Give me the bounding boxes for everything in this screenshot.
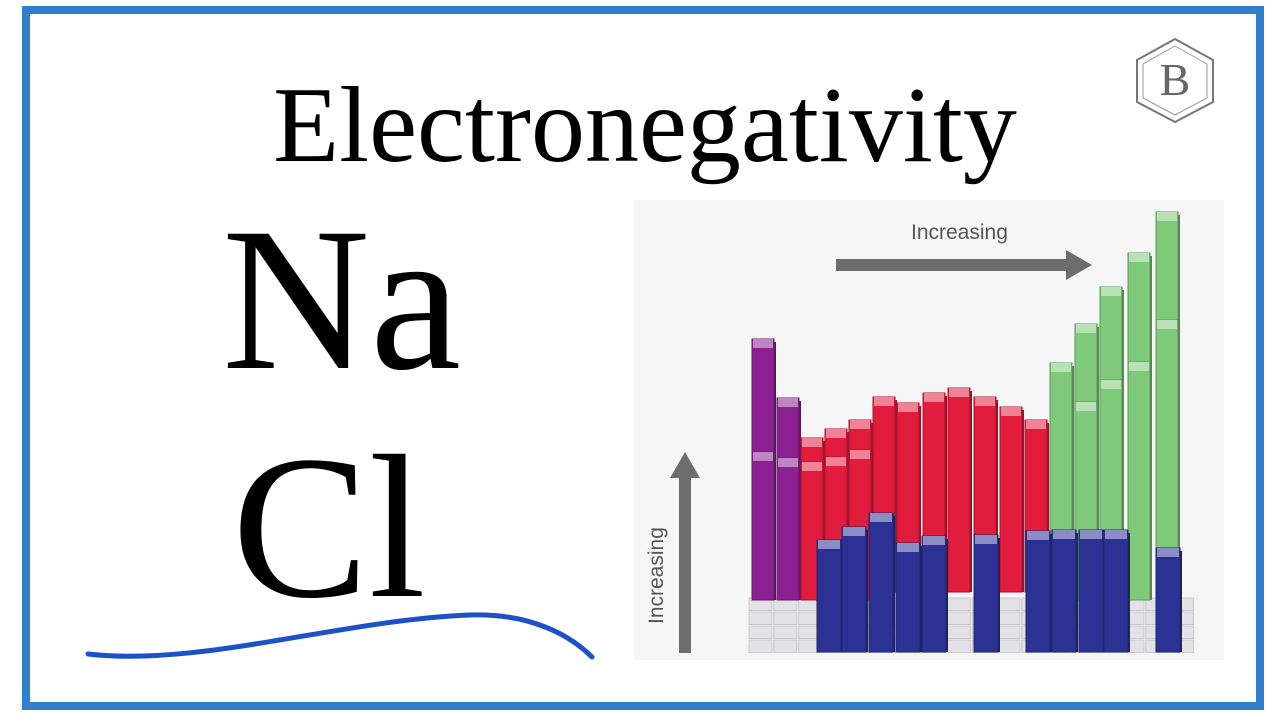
bar-front-2-top <box>870 513 892 522</box>
floor-cell <box>946 597 971 611</box>
bar-back-6-top <box>898 403 918 412</box>
bar-front-3-top <box>897 543 919 552</box>
bar-front-0-top <box>818 540 840 549</box>
vertical-arrow-label: Increasing <box>645 527 668 624</box>
bar-front-10 <box>1155 547 1181 653</box>
element-symbol-cl: Cl <box>232 414 426 641</box>
bar-front-6 <box>1025 530 1051 653</box>
bar-front-1-top <box>843 527 865 536</box>
bar-front-3 <box>895 542 921 653</box>
floor-cell <box>773 625 798 639</box>
bar-front-8 <box>1078 529 1104 653</box>
bar-front-9-top <box>1105 530 1127 539</box>
element-symbol-na: Na <box>222 186 462 413</box>
bar-mid-0 <box>751 451 775 601</box>
bar-back-10 <box>999 406 1023 593</box>
bar-mid-7-top <box>1129 362 1149 371</box>
bar-back-12-top <box>1051 363 1071 372</box>
logo-letter: B <box>1159 54 1191 105</box>
floor-cell <box>996 611 1021 625</box>
bar-back-13-top <box>1076 324 1096 333</box>
floor-cell <box>946 611 971 625</box>
page-title: Electronegativity <box>273 66 1017 185</box>
bar-back-8 <box>947 387 971 593</box>
horizontal-arrow-icon <box>836 250 1092 280</box>
bar-mid-2-top <box>802 462 822 471</box>
vertical-arrow-icon <box>670 452 700 653</box>
floor-cell <box>748 625 773 639</box>
bar-back-1-top <box>778 398 798 407</box>
floor-cell <box>748 611 773 625</box>
bar-back-9-top <box>975 397 995 406</box>
chart-bars <box>751 211 1182 653</box>
benzene-hexagon-icon <box>1136 37 1214 124</box>
bar-front-2 <box>868 512 894 653</box>
bar-front-6-top <box>1027 531 1049 540</box>
bar-back-16-top <box>1157 212 1177 221</box>
bar-back-2-top <box>802 438 822 447</box>
bar-front-8-top <box>1080 530 1102 539</box>
floor-cell <box>748 639 773 653</box>
bar-front-1 <box>841 526 867 653</box>
bar-mid-3-top <box>826 457 846 466</box>
floor-cell <box>946 625 971 639</box>
floor-cell <box>773 639 798 653</box>
bar-front-7 <box>1051 529 1077 653</box>
handwritten-underline <box>85 612 595 660</box>
bar-back-3-top <box>826 429 846 438</box>
bar-mid-7 <box>1127 361 1151 601</box>
bar-front-4 <box>921 535 947 653</box>
horizontal-arrow-label: Increasing <box>911 221 1008 244</box>
floor-cell <box>996 597 1021 611</box>
bar-front-4-top <box>923 536 945 545</box>
bar-back-5-top <box>874 397 894 406</box>
bar-back-11-top <box>1026 420 1046 429</box>
bar-mid-0-top <box>753 452 773 461</box>
bar-front-9 <box>1103 529 1129 653</box>
bar-mid-8-top <box>1157 320 1177 329</box>
logo: B <box>1133 36 1217 124</box>
bar-back-7-top <box>924 393 944 402</box>
floor-cell <box>946 639 971 653</box>
bar-front-5-top <box>975 535 997 544</box>
electronegativity-3d-chart: Increasing Increasing <box>634 200 1224 660</box>
bar-mid-1 <box>776 457 800 601</box>
bar-mid-1-top <box>778 458 798 467</box>
bar-back-15-top <box>1129 253 1149 262</box>
bar-mid-4-top <box>850 450 870 459</box>
bar-back-8-top <box>949 388 969 397</box>
floor-cell <box>996 639 1021 653</box>
chart-graphic: Increasing Increasing <box>645 211 1195 653</box>
floor-cell <box>773 611 798 625</box>
bar-front-7-top <box>1053 530 1075 539</box>
bar-mid-6-top <box>1101 380 1121 389</box>
bar-mid-5-top <box>1076 402 1096 411</box>
bar-front-0 <box>816 539 842 653</box>
bar-front-10-top <box>1157 548 1179 557</box>
bar-back-10-top <box>1001 407 1021 416</box>
bar-back-0-top <box>753 339 773 348</box>
bar-back-4-top <box>850 420 870 429</box>
bar-front-5 <box>973 534 999 653</box>
floor-cell <box>996 625 1021 639</box>
bar-back-14-top <box>1101 287 1121 296</box>
